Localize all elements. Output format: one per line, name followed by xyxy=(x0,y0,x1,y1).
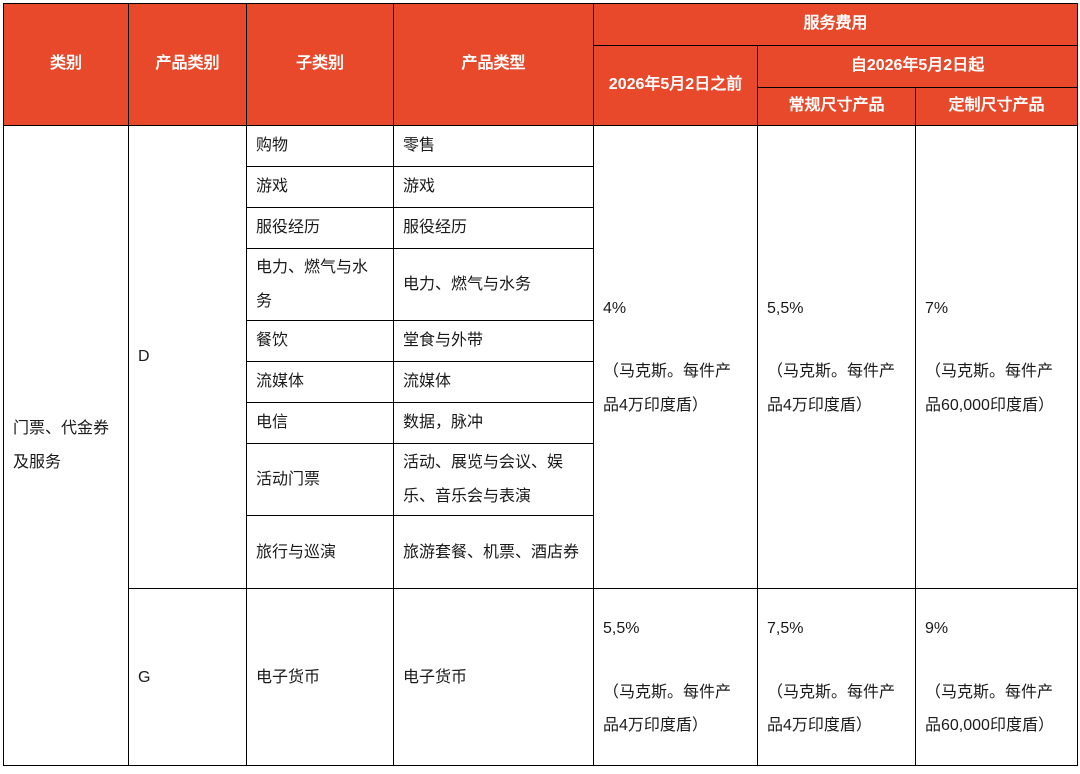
cell-subcategory: 旅行与巡演 xyxy=(246,515,394,590)
header-cell-product-type: 产品类型 xyxy=(393,3,594,126)
header-row-3: 常规尺寸产品 定制尺寸产品 xyxy=(4,87,1079,126)
fee-rate: 4% xyxy=(603,299,627,317)
fee-rate: 5,5% xyxy=(767,299,804,317)
header-cell-subcategory: 子类别 xyxy=(246,3,394,126)
cell-product-type: 零售 xyxy=(393,125,594,167)
table-row: 电力、燃气与水务 电力、燃气与水务 xyxy=(4,247,1078,322)
fee-rate: 5,5% xyxy=(603,619,640,637)
header-row-1: 类别 产品类别 子类别 产品类型 服务费用 xyxy=(3,3,1079,126)
cell-product-category-g: G xyxy=(128,588,247,767)
header-cell-product-category: 产品类别 xyxy=(128,3,247,126)
table-row: 游戏 游戏 xyxy=(4,166,1078,208)
cell-subcategory: 餐饮 xyxy=(246,320,394,363)
fee-cell-regular-d: 5,5% （马克斯。每件产品4万印度盾） xyxy=(757,124,916,590)
cell-product-type: 服役经历 xyxy=(393,207,594,249)
header-cell-regular-size: 常规尺寸产品 xyxy=(757,87,916,126)
fee-cell-custom-d: 7% （马克斯。每件产品60,000印度盾） xyxy=(914,124,1079,590)
cell-product-type: 数据，脉冲 xyxy=(393,402,594,445)
header-cell-from-date: 自2026年5月2日起 xyxy=(756,45,1079,88)
cell-product-type: 游戏 xyxy=(393,166,594,208)
table-row: G 电子货币 电子货币 5,5% （马克斯。每件产品4万印度盾） 7,5% （马… xyxy=(4,588,1079,767)
header-cell-service-fee: 服务费用 xyxy=(592,3,1079,46)
fee-note: （马克斯。每件产品4万印度盾） xyxy=(603,363,732,414)
fee-rate: 7% xyxy=(925,299,949,317)
table-row: 流媒体 流媒体 xyxy=(4,361,1078,404)
table-row: 旅行与巡演 旅游套餐、机票、酒店券 xyxy=(4,515,1078,590)
table-row: 活动门票 活动、展览与会议、娱乐、音乐会与表演 xyxy=(4,443,1078,517)
cell-product-type: 活动、展览与会议、娱乐、音乐会与表演 xyxy=(393,443,594,517)
cell-subcategory: 电信 xyxy=(246,402,394,445)
cell-subcategory: 流媒体 xyxy=(246,361,394,404)
header-cell-before-date: 2026年5月2日之前 xyxy=(593,45,758,126)
table-row: 服役经历 服役经历 xyxy=(4,207,1078,249)
header-cell-category: 类别 xyxy=(3,3,129,126)
table-row: 门票、代金券及服务 D 购物 零售 4% （马克斯。每件产品4万印度盾） 5,5… xyxy=(3,124,1079,767)
fee-cell-before-d: 4% （马克斯。每件产品4万印度盾） xyxy=(593,124,758,590)
cell-subcategory: 活动门票 xyxy=(246,443,394,517)
cell-subcategory: 购物 xyxy=(246,125,394,167)
cell-product-category-d: D xyxy=(128,124,247,590)
cell-subcategory: 电子货币 xyxy=(246,588,394,767)
fee-note: （马克斯。每件产品4万印度盾） xyxy=(603,683,732,735)
fee-cell-before-g: 5,5% （马克斯。每件产品4万印度盾） xyxy=(593,588,758,767)
fee-rate: 7,5% xyxy=(767,619,804,637)
cell-product-type: 电子货币 xyxy=(393,588,594,767)
cell-subcategory: 游戏 xyxy=(246,166,394,208)
cell-category: 门票、代金券及服务 xyxy=(3,124,129,767)
fee-cell-regular-g: 7,5% （马克斯。每件产品4万印度盾） xyxy=(757,588,916,767)
service-fee-table: 类别 产品类别 子类别 产品类型 服务费用 2026年5月2日之前 自2026年… xyxy=(3,3,1079,767)
fee-note: （马克斯。每件产品60,000印度盾） xyxy=(925,683,1054,735)
cell-product-type: 电力、燃气与水务 xyxy=(393,247,594,322)
fee-rate: 9% xyxy=(925,619,949,637)
cell-subcategory: 服役经历 xyxy=(246,207,394,249)
cell-product-type: 堂食与外带 xyxy=(393,320,594,363)
cell-subcategory: 电力、燃气与水务 xyxy=(246,247,394,322)
header-cell-custom-size: 定制尺寸产品 xyxy=(914,87,1079,126)
fee-note: （马克斯。每件产品4万印度盾） xyxy=(767,683,896,735)
cell-product-type: 流媒体 xyxy=(393,361,594,404)
fee-note: （马克斯。每件产品60,000印度盾） xyxy=(925,363,1054,414)
header-row-2: 2026年5月2日之前 自2026年5月2日起 xyxy=(4,45,1079,126)
cell-product-type: 旅游套餐、机票、酒店券 xyxy=(393,515,594,590)
fee-cell-custom-g: 9% （马克斯。每件产品60,000印度盾） xyxy=(914,588,1079,767)
fee-note: （马克斯。每件产品4万印度盾） xyxy=(767,363,896,414)
